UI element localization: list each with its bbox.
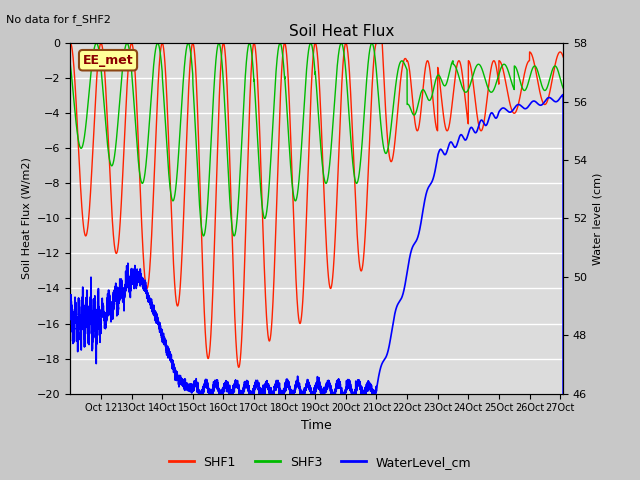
SHF1 [156,54,164,60]
SHF3 [156,48,164,54]
WaterLevel_cm [472,130,479,136]
X-axis label: Time: Time [301,419,332,432]
SHF1 [387,159,395,165]
WaterLevel_cm [156,324,164,330]
SHF3 [230,233,238,239]
SHF1 [255,105,262,111]
SHF3 [255,159,263,165]
SHF3 [472,64,479,70]
Text: No data for f_SHF2: No data for f_SHF2 [6,14,111,25]
WaterLevel_cm [435,151,442,157]
SHF1 [67,40,74,46]
SHF1 [362,216,370,222]
WaterLevel_cm [255,381,262,386]
SHF1 [559,54,567,60]
SHF3 [67,62,74,68]
WaterLevel_cm [387,334,395,339]
Line: WaterLevel_cm: WaterLevel_cm [70,95,563,480]
SHF1 [472,101,479,107]
SHF3 [435,72,442,78]
Title: Soil Heat Flux: Soil Heat Flux [289,24,394,39]
SHF3 [93,40,100,46]
Y-axis label: Water level (cm): Water level (cm) [593,172,603,264]
WaterLevel_cm [67,313,74,319]
WaterLevel_cm [362,387,370,393]
SHF3 [559,85,567,91]
SHF3 [387,124,395,130]
Text: EE_met: EE_met [83,54,133,67]
SHF1 [235,364,243,370]
SHF3 [362,84,370,90]
WaterLevel_cm [559,92,567,97]
Line: SHF1: SHF1 [70,43,563,367]
SHF1 [435,68,442,73]
Legend: SHF1, SHF3, WaterLevel_cm: SHF1, SHF3, WaterLevel_cm [164,451,476,474]
Y-axis label: Soil Heat Flux (W/m2): Soil Heat Flux (W/m2) [22,157,31,279]
Line: SHF3: SHF3 [70,43,563,236]
